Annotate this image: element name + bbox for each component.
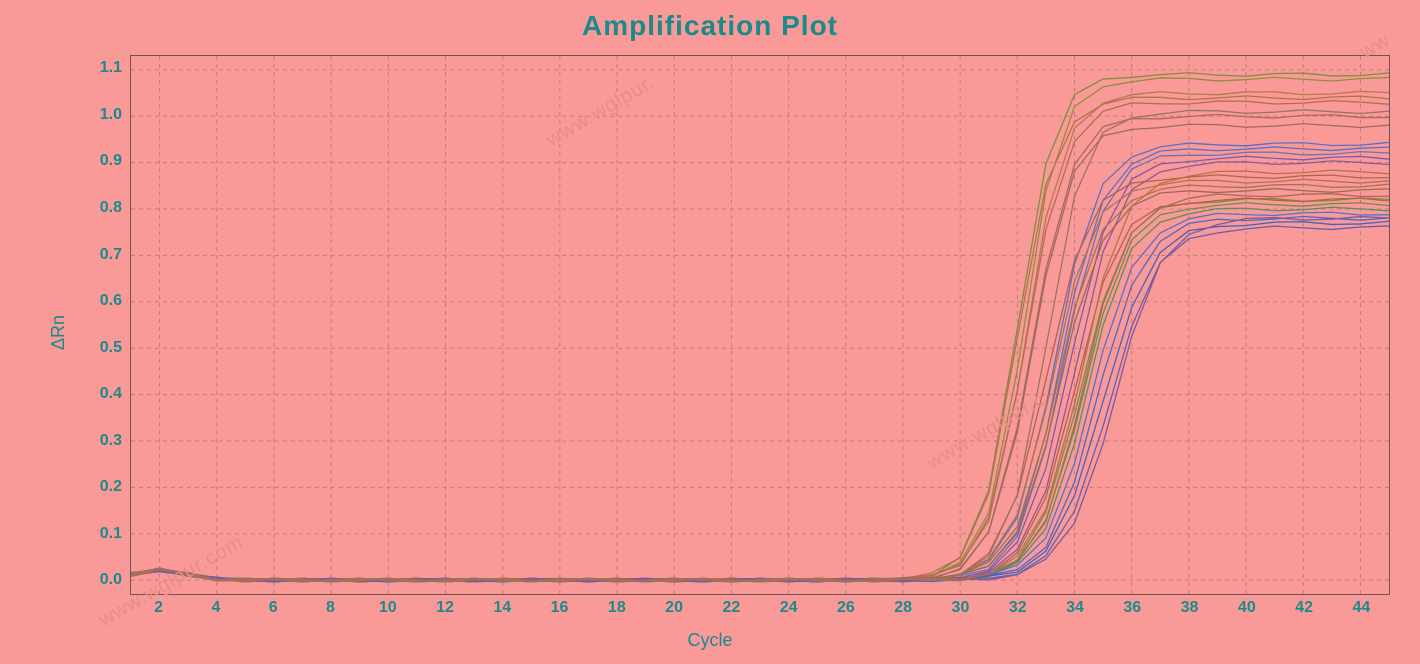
plot-area xyxy=(130,55,1390,595)
x-tick-label: 8 xyxy=(326,599,335,617)
x-tick-label: 42 xyxy=(1295,599,1313,617)
amplification-curve xyxy=(131,101,1389,582)
y-tick-label: 0.1 xyxy=(72,525,122,543)
x-tick-label: 4 xyxy=(211,599,220,617)
amplification-curve xyxy=(131,184,1389,582)
amplification-curve xyxy=(131,194,1389,582)
x-tick-label: 26 xyxy=(837,599,855,617)
y-tick-label: 0.4 xyxy=(72,385,122,403)
y-tick-label: 1.1 xyxy=(72,59,122,77)
x-tick-label: 14 xyxy=(493,599,511,617)
x-tick-label: 20 xyxy=(665,599,683,617)
y-tick-label: 0.7 xyxy=(72,246,122,264)
amplification-curve xyxy=(131,212,1389,582)
y-tick-label: 0.3 xyxy=(72,432,122,450)
amplification-curve xyxy=(131,207,1389,582)
amplification-curve xyxy=(131,189,1389,582)
x-tick-label: 32 xyxy=(1009,599,1027,617)
amplification-curve xyxy=(131,203,1389,582)
y-tick-label: 0.0 xyxy=(72,571,122,589)
y-tick-label: 0.6 xyxy=(72,292,122,310)
y-tick-label: 0.2 xyxy=(72,478,122,496)
x-tick-label: 10 xyxy=(379,599,397,617)
y-tick-label: 0.8 xyxy=(72,199,122,217)
x-tick-label: 44 xyxy=(1352,599,1370,617)
x-tick-label: 28 xyxy=(894,599,912,617)
x-tick-label: 34 xyxy=(1066,599,1084,617)
x-tick-label: 24 xyxy=(780,599,798,617)
x-tick-label: 12 xyxy=(436,599,454,617)
amplification-curve xyxy=(131,96,1389,582)
amplification-curve xyxy=(131,217,1389,582)
x-tick-label: 36 xyxy=(1123,599,1141,617)
amplification-curve xyxy=(131,198,1389,582)
amplification-curve xyxy=(131,161,1389,582)
amplification-curve xyxy=(131,198,1389,582)
y-tick-label: 0.9 xyxy=(72,152,122,170)
x-tick-label: 40 xyxy=(1238,599,1256,617)
x-tick-label: 38 xyxy=(1181,599,1199,617)
amplification-curve xyxy=(131,114,1389,581)
x-tick-label: 6 xyxy=(269,599,278,617)
x-axis-label: Cycle xyxy=(0,630,1420,651)
amplification-curve xyxy=(131,170,1389,582)
amplification-curve xyxy=(131,179,1389,582)
amplification-curve xyxy=(131,217,1389,582)
x-tick-label: 30 xyxy=(952,599,970,617)
plot-svg xyxy=(131,56,1389,594)
amplification-curve xyxy=(131,226,1389,582)
chart-title: Amplification Plot xyxy=(0,10,1420,42)
amplification-plot-figure: Amplification Plot ΔRn Cycle 0.0 0.1 0.2 0.… xyxy=(0,0,1420,664)
amplification-curve xyxy=(131,124,1389,582)
x-tick-label: 16 xyxy=(551,599,569,617)
y-axis-label: ΔRn xyxy=(48,315,69,350)
x-tick-label: 18 xyxy=(608,599,626,617)
y-tick-label: 1.0 xyxy=(72,106,122,124)
amplification-curve xyxy=(131,77,1389,582)
amplification-curve xyxy=(131,156,1389,582)
x-tick-label: 22 xyxy=(722,599,740,617)
y-tick-label: 0.5 xyxy=(72,339,122,357)
amplification-curve xyxy=(131,221,1389,582)
amplification-curve xyxy=(131,142,1389,581)
